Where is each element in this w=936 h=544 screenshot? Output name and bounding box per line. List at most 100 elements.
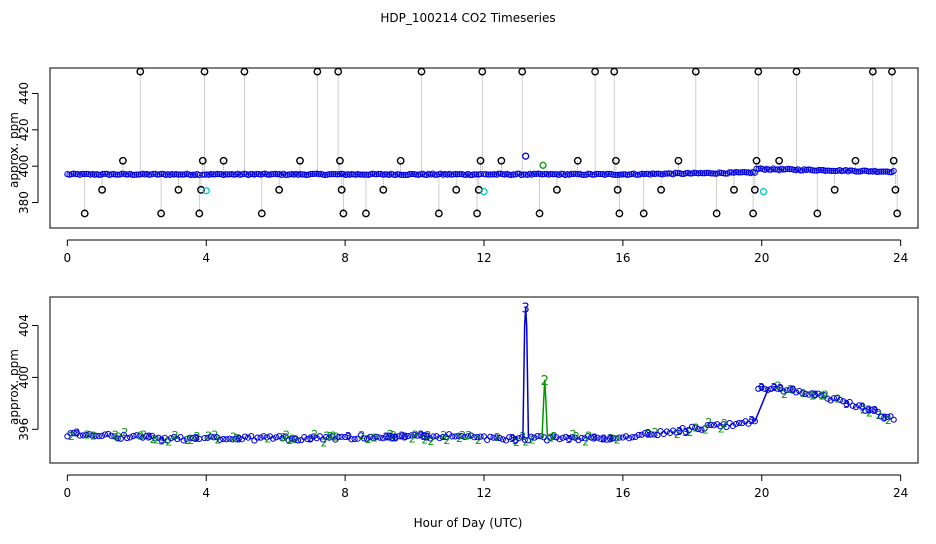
data-point (210, 434, 217, 441)
data-point (881, 414, 888, 421)
data-point (809, 167, 816, 174)
data-point (299, 171, 306, 178)
data-point (309, 170, 316, 177)
data-point (739, 169, 746, 176)
data-point (220, 435, 227, 443)
data-point (539, 171, 546, 178)
outlier-point (712, 209, 721, 218)
data-point (95, 433, 102, 440)
series-2-marker: 2 (582, 435, 589, 448)
data-point (732, 420, 740, 428)
data-point (832, 167, 839, 175)
data-point (626, 435, 633, 442)
data-point (398, 432, 405, 439)
data-point (802, 390, 809, 397)
data-point (304, 435, 311, 443)
series-2-marker: 2 (358, 429, 365, 442)
data-point (764, 386, 771, 393)
plot-frame (49, 67, 919, 229)
data-point (673, 429, 680, 436)
series-2-marker: 2 (652, 426, 659, 439)
data-point (207, 433, 214, 440)
data-point (456, 170, 463, 178)
series-2-marker: 2 (320, 436, 327, 449)
outlier-point (775, 156, 784, 165)
data-point (496, 434, 503, 442)
data-point (692, 424, 699, 431)
data-point (273, 434, 280, 441)
series-2-marker: 2 (686, 426, 693, 439)
data-point (657, 170, 664, 178)
data-point (493, 434, 500, 441)
series-2-marker: 2 (311, 428, 318, 441)
data-point (718, 169, 725, 177)
data-point (674, 170, 681, 177)
data-point (367, 433, 374, 440)
outlier-point (674, 156, 683, 165)
data-point (619, 434, 626, 441)
data-point (761, 385, 768, 392)
data-point (880, 168, 887, 175)
data-point (861, 167, 868, 174)
data-point (890, 416, 897, 423)
data-point (537, 433, 544, 440)
data-point (821, 392, 828, 399)
data-point (534, 433, 541, 440)
outlier-point (612, 156, 620, 165)
top-panel: 0 4 8 12 16 20 24 380 400 420 440 (17, 67, 919, 265)
data-point (859, 167, 866, 174)
data-point (614, 171, 621, 179)
data-point (133, 432, 140, 439)
data-point (350, 171, 357, 178)
series-2-marker: 2 (456, 432, 463, 445)
data-point (145, 433, 153, 440)
data-point (679, 424, 686, 432)
y-tick-label: 420 (17, 118, 31, 141)
data-point (222, 171, 229, 178)
data-point (686, 170, 694, 177)
data-point (420, 433, 427, 440)
data-point (199, 171, 206, 178)
data-point (568, 170, 575, 177)
series-2-marker: 2 (529, 434, 536, 447)
data-point (224, 171, 231, 178)
outlier-point (339, 209, 348, 218)
data-point (112, 171, 119, 178)
data-point (610, 171, 617, 178)
series-3-marker: 3 (859, 400, 866, 413)
data-point (758, 383, 765, 391)
series-2-marker: 2 (409, 432, 416, 445)
y-tick-label: 400 (17, 155, 31, 178)
series-3-marker: 3 (423, 430, 430, 443)
data-point (135, 171, 142, 178)
outlier-point (379, 185, 388, 194)
x-axis-label: Hour of Day (UTC) (414, 516, 523, 530)
x-tick-label: 8 (341, 486, 349, 500)
data-point (792, 389, 800, 396)
data-point (150, 170, 157, 177)
spike-label: 2 (541, 374, 549, 389)
data-point (745, 420, 752, 427)
data-point (786, 166, 793, 173)
outlier-point (80, 209, 89, 218)
data-point (597, 435, 604, 442)
data-point (849, 402, 856, 409)
data-point (81, 170, 88, 178)
data-point (871, 407, 878, 414)
data-point (887, 413, 894, 420)
data-point (467, 171, 474, 179)
data-point (886, 169, 893, 176)
data-point (882, 168, 889, 175)
series-2-marker: 2 (705, 416, 712, 429)
data-point (414, 432, 421, 439)
series-3-marker: 3 (591, 431, 598, 444)
data-point (815, 390, 822, 397)
data-point (876, 168, 883, 175)
data-point (401, 433, 409, 440)
data-point (755, 385, 762, 392)
data-point (846, 398, 853, 406)
data-point (651, 431, 658, 438)
data-point (616, 434, 623, 441)
series-2-marker: 2 (428, 435, 435, 448)
data-point (556, 436, 563, 443)
